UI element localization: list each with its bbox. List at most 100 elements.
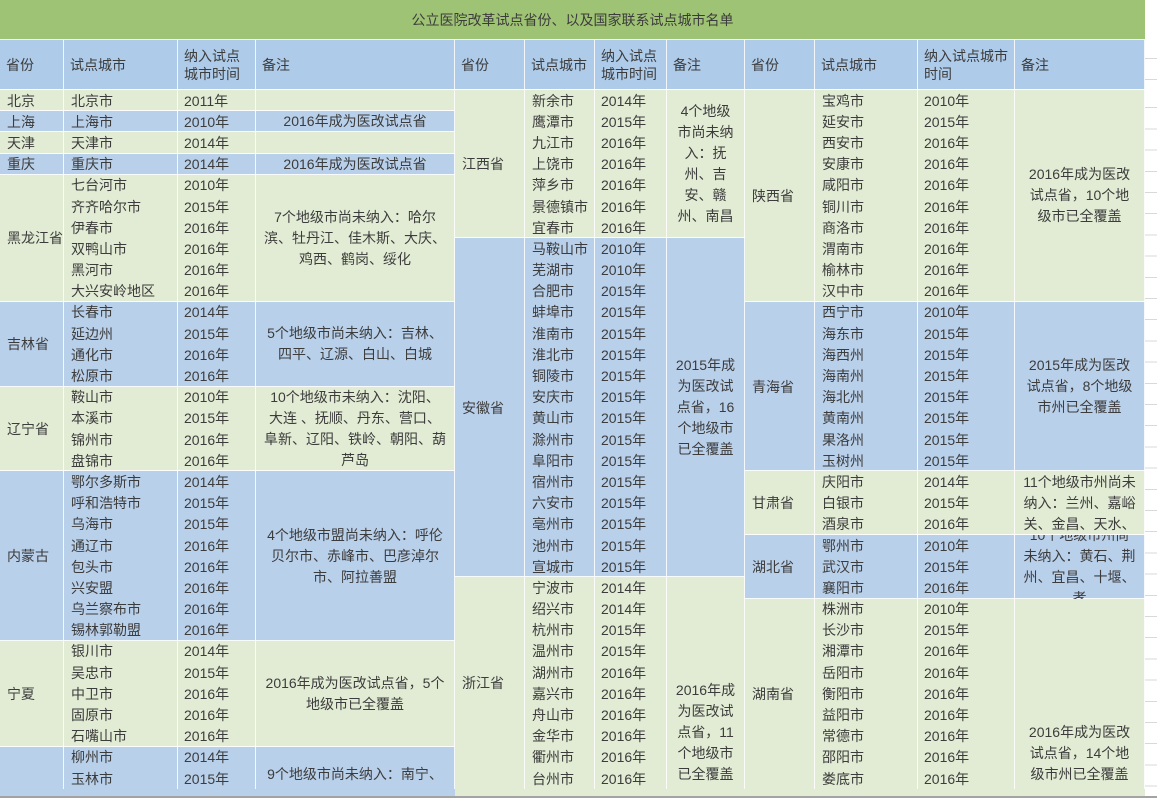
remark-cell[interactable]: 10个地级市未纳入：沈阳、大连 、抚顺、丹东、营口、阜新、辽阳、铁岭、朝阳、葫芦… [256, 386, 455, 472]
year-cell[interactable]: 2016年 [178, 683, 256, 705]
city-cell[interactable]: 鞍山市 [64, 386, 178, 408]
city-cell[interactable]: 池州市 [525, 534, 595, 557]
year-cell[interactable]: 2016年 [178, 344, 256, 366]
year-cell[interactable]: 2015年 [595, 450, 667, 472]
year-cell[interactable]: 2014年 [595, 598, 667, 620]
year-cell[interactable]: 2016年 [918, 662, 1015, 684]
year-cell[interactable]: 2015年 [595, 323, 667, 345]
year-cell[interactable]: 2015年 [918, 344, 1015, 366]
city-cell[interactable]: 嘉兴市 [525, 683, 595, 705]
remark-cell[interactable]: 4个地级市盟尚未纳入：呼伦贝尔市、赤峰市、巴彦淖尔市、阿拉善盟 [256, 471, 455, 641]
year-cell[interactable]: 2015年 [918, 556, 1015, 578]
city-cell[interactable]: 萍乡市 [525, 174, 595, 196]
city-cell[interactable]: 重庆市 [64, 153, 178, 175]
city-cell[interactable]: 咸阳市 [815, 174, 918, 196]
year-cell[interactable]: 2016年 [918, 725, 1015, 747]
year-cell[interactable]: 2015年 [595, 280, 667, 302]
city-cell[interactable]: 玉林市 [64, 768, 178, 790]
city-cell[interactable]: 邵阳市 [815, 746, 918, 768]
remark-cell[interactable]: 2016年成为医改试点省 [256, 153, 455, 175]
city-cell[interactable]: 宿州市 [525, 471, 595, 493]
year-cell[interactable]: 2010年 [595, 259, 667, 281]
city-cell[interactable]: 汉中市 [815, 280, 918, 302]
city-cell[interactable]: 黄山市 [525, 407, 595, 429]
city-cell[interactable]: 玉树州 [815, 450, 918, 472]
city-cell[interactable]: 海东市 [815, 323, 918, 345]
year-cell[interactable]: 2016年 [918, 132, 1015, 154]
year-cell[interactable]: 2015年 [595, 407, 667, 429]
year-cell[interactable]: 2015年 [178, 513, 256, 535]
year-cell[interactable]: 2015年 [595, 492, 667, 514]
city-cell[interactable]: 舟山市 [525, 704, 595, 726]
year-cell[interactable]: 2015年 [595, 513, 667, 535]
year-cell[interactable]: 2016年 [595, 217, 667, 239]
year-cell[interactable]: 2015年 [595, 471, 667, 493]
city-cell[interactable]: 铜川市 [815, 195, 918, 218]
year-cell[interactable]: 2016年 [918, 259, 1015, 281]
city-cell[interactable]: 芜湖市 [525, 259, 595, 281]
city-cell[interactable]: 乌兰察布市 [64, 598, 178, 620]
year-cell[interactable]: 2016年 [918, 683, 1015, 705]
year-cell[interactable]: 2015年 [918, 365, 1015, 387]
year-cell[interactable]: 2015年 [595, 386, 667, 408]
year-cell[interactable]: 2015年 [918, 429, 1015, 451]
city-cell[interactable]: 榆林市 [815, 259, 918, 281]
city-cell[interactable]: 湘潭市 [815, 640, 918, 663]
year-cell[interactable]: 2016年 [595, 746, 667, 768]
year-cell[interactable]: 2016年 [918, 513, 1015, 535]
city-cell[interactable]: 兴安盟 [64, 577, 178, 599]
city-cell[interactable]: 黄南州 [815, 407, 918, 429]
city-cell[interactable]: 淮北市 [525, 344, 595, 366]
year-cell[interactable]: 2014年 [178, 640, 256, 663]
remark-cell[interactable]: 7个地级市尚未纳入：哈尔滨、牡丹江、佳木斯、大庆、鸡西、鹤岗、绥化 [256, 174, 455, 302]
year-cell[interactable]: 2016年 [178, 598, 256, 620]
city-cell[interactable]: 中卫市 [64, 683, 178, 705]
year-cell[interactable]: 2015年 [918, 386, 1015, 408]
remark-cell[interactable]: 2016年成为医改试点省，14个地级市州已全覆盖 [1015, 598, 1145, 790]
header-cell-3[interactable]: 备注 [667, 40, 745, 89]
city-cell[interactable]: 齐齐哈尔市 [64, 195, 178, 218]
table-title-cell[interactable]: 公立医院改革试点省份、以及国家联系试点城市名单 [0, 0, 1145, 40]
year-cell[interactable]: 2016年 [918, 217, 1015, 239]
year-cell[interactable]: 2016年 [178, 534, 256, 557]
year-cell[interactable]: 2015年 [918, 619, 1015, 641]
province-cell[interactable]: 内蒙古 [0, 471, 64, 641]
year-cell[interactable]: 2010年 [178, 111, 256, 133]
city-cell[interactable]: 蚌埠市 [525, 301, 595, 324]
year-cell[interactable]: 2010年 [918, 534, 1015, 557]
city-cell[interactable]: 马鞍山市 [525, 238, 595, 260]
city-cell[interactable]: 乌海市 [64, 513, 178, 535]
year-cell[interactable]: 2015年 [918, 323, 1015, 345]
year-cell[interactable]: 2010年 [918, 90, 1015, 112]
year-cell[interactable]: 2016年 [178, 619, 256, 641]
province-cell[interactable]: 湖南省 [745, 598, 815, 790]
city-cell[interactable]: 益阳市 [815, 704, 918, 726]
province-cell[interactable] [0, 746, 64, 790]
city-cell[interactable]: 六安市 [525, 492, 595, 514]
year-cell[interactable]: 2016年 [918, 640, 1015, 663]
year-cell[interactable]: 2015年 [595, 619, 667, 641]
city-cell[interactable]: 安庆市 [525, 386, 595, 408]
city-cell[interactable]: 黑河市 [64, 259, 178, 281]
province-cell[interactable]: 上海 [0, 111, 64, 133]
remark-cell[interactable]: 11个地级市州尚未纳入：兰州、嘉峪关、金昌、天水、 [1015, 471, 1145, 535]
city-cell[interactable]: 包头市 [64, 556, 178, 578]
header-cell-1[interactable]: 试点城市 [815, 40, 918, 89]
city-cell[interactable]: 宁波市 [525, 577, 595, 599]
city-cell[interactable]: 天津市 [64, 132, 178, 154]
year-cell[interactable]: 2016年 [178, 259, 256, 281]
city-cell[interactable]: 襄阳市 [815, 577, 918, 599]
year-cell[interactable]: 2016年 [178, 725, 256, 747]
city-cell[interactable]: 亳州市 [525, 513, 595, 535]
remark-cell[interactable]: 4个地级市尚未纳入：抚州、吉安、赣州、南昌 [667, 90, 745, 239]
year-cell[interactable]: 2014年 [178, 746, 256, 768]
province-cell[interactable]: 吉林省 [0, 301, 64, 387]
city-cell[interactable]: 柳州市 [64, 746, 178, 768]
city-cell[interactable]: 海南州 [815, 365, 918, 387]
city-cell[interactable]: 盘锦市 [64, 450, 178, 472]
header-cell-3[interactable]: 备注 [1015, 40, 1145, 89]
year-cell[interactable]: 2016年 [178, 429, 256, 451]
year-cell[interactable]: 2015年 [918, 407, 1015, 429]
year-cell[interactable]: 2014年 [595, 90, 667, 112]
year-cell[interactable]: 2016年 [918, 768, 1015, 790]
